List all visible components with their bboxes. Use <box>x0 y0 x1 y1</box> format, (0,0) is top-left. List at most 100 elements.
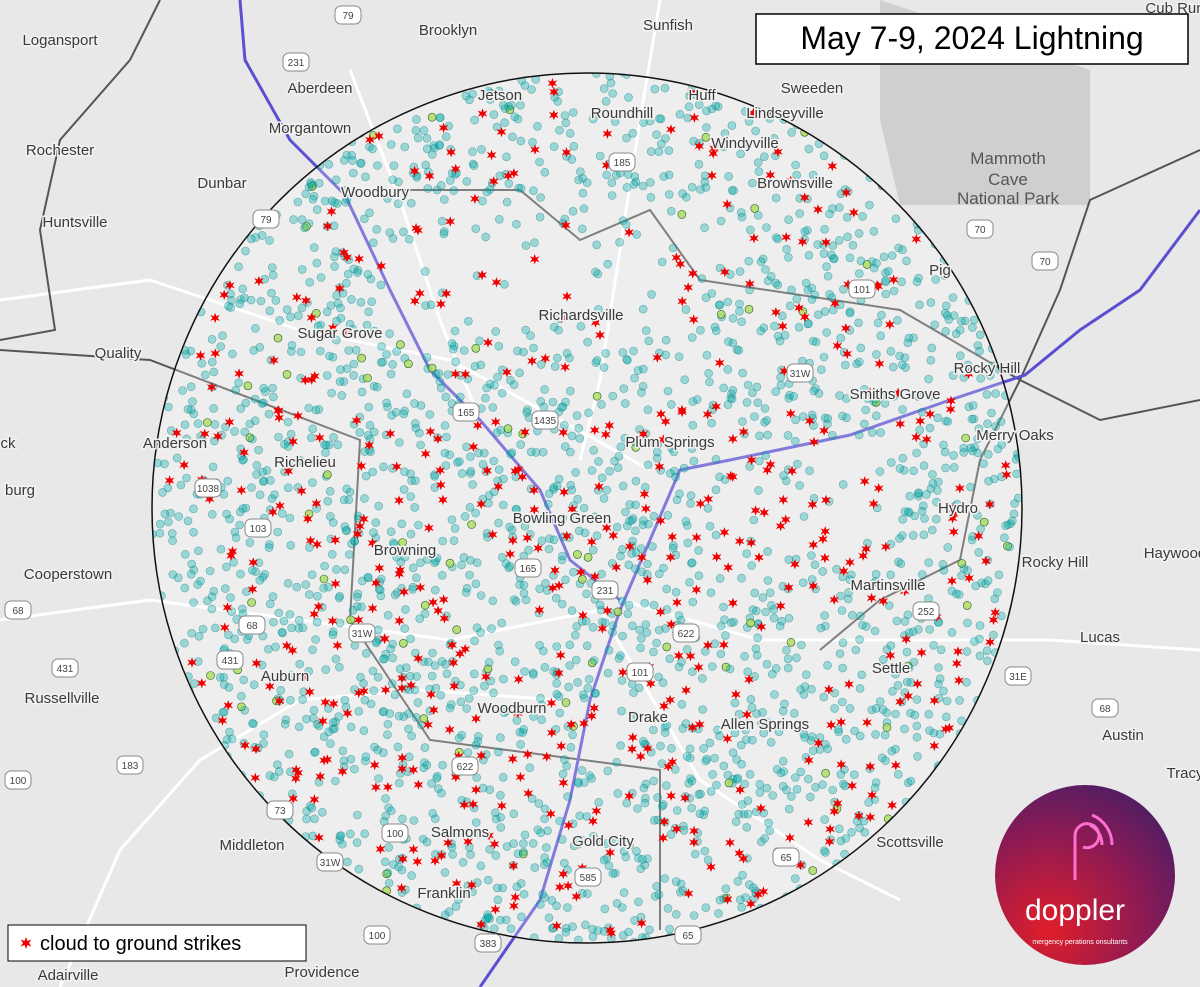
lightning-dot <box>554 474 564 484</box>
lightning-dot <box>310 748 320 757</box>
strike <box>734 848 745 859</box>
lightning-dot <box>180 420 190 430</box>
strike <box>785 408 796 419</box>
lightning-dot <box>898 514 908 524</box>
lightning-dot <box>496 733 505 742</box>
place-label: Richardsville <box>538 307 623 324</box>
lightning-dot <box>189 504 198 514</box>
lightning-dot <box>1009 509 1019 519</box>
lightning-dot <box>333 298 343 308</box>
lightning-dot <box>588 545 598 555</box>
lightning-dot <box>345 319 355 329</box>
lightning-dot <box>580 920 590 930</box>
lightning-dot <box>620 433 630 443</box>
road-shield-label: 68 <box>12 606 24 617</box>
lightning-dot <box>368 144 377 154</box>
lightning-dot <box>635 625 645 635</box>
lightning-dot <box>381 811 391 821</box>
strike <box>849 207 859 218</box>
lightning-dot <box>949 451 958 460</box>
lightning-dot <box>987 408 996 418</box>
lightning-dot <box>540 662 550 672</box>
lightning-dot <box>856 343 866 353</box>
strike <box>645 678 656 689</box>
lightning-dot <box>160 459 169 469</box>
lightning-dot <box>420 267 430 276</box>
lightning-dot <box>329 432 338 442</box>
lightning-dot <box>439 195 449 204</box>
lightning-dot <box>810 560 820 570</box>
strike <box>795 859 806 871</box>
place-label: Woodbury <box>341 184 410 201</box>
strike <box>571 891 582 902</box>
lightning-dot <box>781 476 791 486</box>
lightning-dot <box>565 353 574 363</box>
lightning-dot <box>754 456 764 466</box>
lightning-dot <box>354 864 364 874</box>
lightning-dot <box>549 142 559 151</box>
lightning-dot <box>895 534 904 543</box>
place-label: Anderson <box>143 435 207 452</box>
strike <box>771 307 781 318</box>
strike <box>691 584 702 595</box>
lightning-dot <box>519 889 529 899</box>
lightning-dot <box>240 705 249 715</box>
strike <box>552 920 562 932</box>
lightning-dot <box>394 177 403 187</box>
lightning-dot <box>366 699 376 709</box>
lightning-dot <box>229 557 238 567</box>
strike <box>199 428 210 440</box>
lightning-dot <box>776 373 785 382</box>
lightning-dot <box>764 818 773 828</box>
lightning-dot <box>902 647 912 657</box>
strike <box>655 606 666 618</box>
lightning-dot <box>260 569 270 579</box>
lightning-dot <box>180 638 189 648</box>
strike <box>268 506 278 518</box>
lightning-dot <box>471 740 481 750</box>
lightning-dot <box>820 815 830 824</box>
strike <box>490 416 501 428</box>
lightning-dot <box>804 251 814 260</box>
strike <box>477 269 487 281</box>
strike <box>223 700 233 711</box>
lightning-dot <box>974 424 984 434</box>
lightning-dot <box>155 528 165 538</box>
lightning-dot <box>623 609 633 619</box>
lightning-dot <box>462 704 472 713</box>
strike <box>513 674 524 685</box>
lightning-dot <box>552 481 562 491</box>
lightning-dot <box>725 664 735 674</box>
lightning-dot <box>544 544 554 554</box>
lightning-dot <box>959 448 969 457</box>
strike <box>275 500 285 511</box>
lightning-dot <box>255 575 265 585</box>
lightning-dot <box>625 516 634 526</box>
lightning-dot <box>327 388 336 398</box>
lightning-dot <box>820 225 829 234</box>
lightning-dot <box>629 346 638 356</box>
strike <box>306 374 317 385</box>
lightning-dot <box>677 210 687 219</box>
lightning-dot <box>943 543 953 552</box>
lightning-dot <box>929 728 939 738</box>
strike <box>296 485 307 497</box>
lightning-dot <box>407 871 416 880</box>
lightning-dot <box>913 392 923 401</box>
lightning-dot <box>631 526 640 536</box>
lightning-dot <box>589 656 599 665</box>
lightning-dot <box>360 829 370 839</box>
strike <box>955 483 965 494</box>
lightning-dot <box>383 194 392 203</box>
lightning-dot <box>362 320 372 330</box>
lightning-dot <box>386 140 396 149</box>
lightning-dot <box>590 688 600 698</box>
lightning-dot <box>828 430 837 440</box>
lightning-dot <box>875 661 885 671</box>
lightning-dot <box>302 814 311 824</box>
lightning-dot <box>975 330 985 340</box>
lightning-dot <box>527 85 536 94</box>
lightning-dot <box>496 790 505 800</box>
lightning-dot <box>667 743 676 753</box>
lightning-dot <box>990 594 1000 604</box>
